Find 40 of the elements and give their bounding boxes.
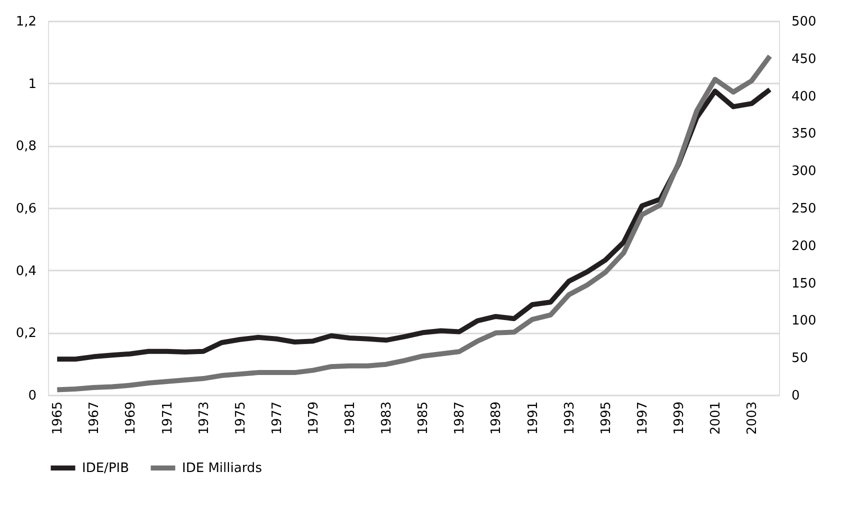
x-tick-label: 1973 [196, 402, 212, 435]
x-tick-label: 1971 [160, 402, 176, 435]
x-tick-label: 1991 [526, 402, 541, 435]
x-tick-label: 1999 [672, 402, 687, 435]
y2-tick-label: 500 [792, 14, 816, 30]
y2-tick-label: 0 [792, 388, 800, 404]
x-tick-label: 1981 [343, 402, 358, 435]
y-tick-label: 0,8 [16, 139, 36, 154]
y2-tick-label: 450 [792, 52, 816, 67]
y2-tick-label: 300 [792, 164, 816, 180]
y2-tick-label: 400 [792, 89, 816, 104]
x-tick-label: 1977 [270, 402, 285, 435]
x-tick-label: 2003 [745, 402, 760, 435]
y-tick-label: 0 [28, 388, 36, 404]
y2-tick-label: 100 [792, 314, 816, 329]
x-tick-label: 1979 [306, 402, 322, 435]
x-tick-label: 2001 [708, 402, 724, 435]
y-tick-label: 1,2 [16, 14, 36, 30]
x-tick-label: 1967 [87, 402, 102, 435]
y2-tick-label: 350 [792, 126, 816, 142]
y-tick-label: 0,2 [16, 326, 36, 342]
x-tick-label: 1969 [124, 402, 139, 435]
y-tick-label: 1 [28, 76, 36, 92]
x-tick-label: 1989 [489, 402, 504, 435]
x-tick-label: 1993 [562, 402, 578, 435]
x-tick-label: 1987 [452, 402, 468, 435]
y-tick-label: 0,4 [16, 264, 36, 279]
x-tick-label: 1975 [233, 402, 248, 435]
x-tick-label: 1983 [380, 402, 395, 435]
y2-tick-label: 250 [792, 202, 816, 216]
legend-label: IDE/PIB [82, 461, 130, 476]
x-tick-label: 1995 [598, 402, 614, 435]
y2-tick-label: 150 [792, 276, 816, 292]
x-tick-label: 1985 [416, 402, 432, 435]
x-tick-label: 1965 [50, 402, 66, 435]
y-tick-label: 0,6 [16, 202, 36, 216]
y2-tick-label: 200 [792, 238, 816, 254]
x-tick-label: 1997 [635, 402, 650, 435]
legend-label: IDE Milliards [182, 461, 262, 476]
y2-tick-label: 50 [792, 351, 808, 366]
